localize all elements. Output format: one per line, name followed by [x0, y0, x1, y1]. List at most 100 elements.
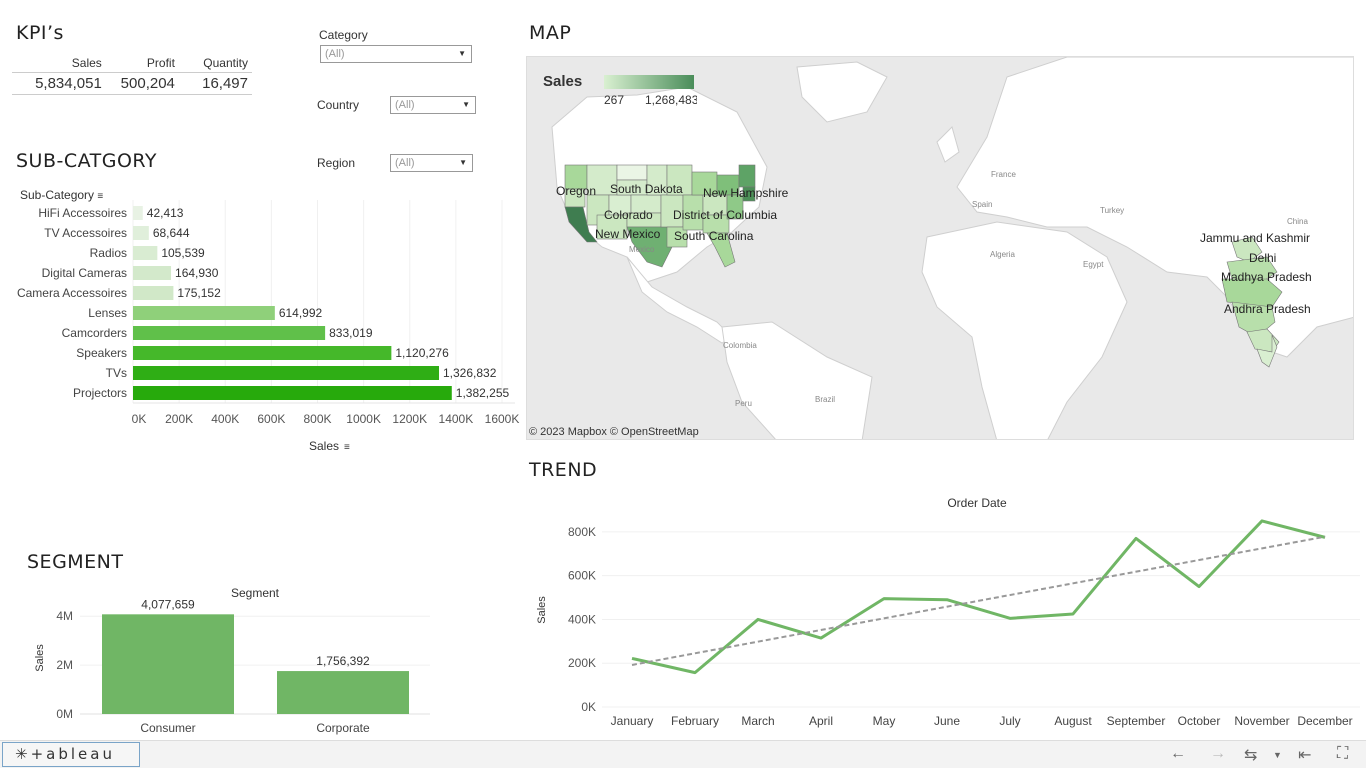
category-label: TVs	[106, 366, 127, 380]
bar-projectors	[133, 386, 452, 400]
subcategory-axis-header: Sub-Category ≡	[20, 188, 103, 202]
map-legend-max: 1,268,483	[645, 93, 697, 107]
bar-speakers	[133, 346, 392, 360]
chevron-down-icon[interactable]: ▼	[1273, 750, 1282, 760]
category-label: Projectors	[73, 386, 127, 400]
x-tick-label: December	[1297, 714, 1352, 728]
x-tick-label: 1600K	[485, 412, 520, 426]
y-tick-label: 0K	[581, 700, 596, 714]
category-filter-dropdown[interactable]: (All) ▼	[320, 45, 472, 63]
kpi-table: Sales Profit Quantity 5,834,051 500,204 …	[12, 56, 252, 95]
tableau-brand-text: +ableau	[30, 745, 115, 763]
africa-landmass	[921, 221, 1128, 439]
y-tick-label: 2M	[56, 658, 73, 672]
bar-camcorders	[133, 326, 326, 340]
data-label: 833,019	[329, 326, 373, 340]
greenland-landmass	[796, 61, 888, 123]
bar-radios	[133, 246, 158, 260]
x-tick-label: 1000K	[346, 412, 381, 426]
kpi-value-quantity: 16,497	[202, 75, 248, 92]
sales-trend-line	[631, 519, 1326, 675]
y-tick-label: 0M	[56, 707, 73, 721]
region-filter-label: Region	[317, 156, 356, 170]
x-tick-label: 400K	[211, 412, 239, 426]
sort-icon[interactable]: ≡	[97, 191, 104, 202]
map-label-colorado: Colorado	[604, 208, 653, 222]
segment-title: SEGMENT	[27, 551, 124, 573]
category-label: Camera Accessoires	[17, 286, 127, 300]
sales-map[interactable]: Sales 267 1,268,483 France Spain Turkey …	[526, 56, 1354, 440]
map-attribution[interactable]: © 2023 Mapbox © OpenStreetMap	[529, 426, 699, 438]
category-label: Corporate	[316, 721, 370, 735]
redo-icon[interactable]: →	[1210, 745, 1226, 762]
kpi-header-sales: Sales	[71, 56, 102, 70]
bar-tvs	[133, 366, 440, 380]
kpi-title: KPI’s	[16, 22, 64, 44]
category-filter-label: Category	[319, 28, 368, 42]
reset-icon[interactable]: ⇤	[1298, 747, 1312, 764]
uk-landmass	[936, 126, 960, 163]
segment-header: Segment	[231, 586, 280, 600]
map-base-label: Turkey	[1100, 206, 1125, 215]
map-label-south-dakota: South Dakota	[610, 182, 683, 196]
dropdown-arrow-icon: ▼	[462, 100, 470, 109]
data-label: 1,120,276	[395, 346, 449, 360]
x-tick-label: February	[671, 714, 719, 728]
country-filter-label: Country	[317, 98, 360, 112]
bar-camera-accessoires	[133, 286, 174, 300]
category-label: Lenses	[88, 306, 127, 320]
x-tick-label: September	[1107, 714, 1166, 728]
linear-trendline	[631, 535, 1326, 666]
data-label: 614,992	[279, 306, 323, 320]
category-filter-value: (All)	[325, 48, 345, 60]
map-base-label: Algeria	[990, 250, 1015, 259]
x-tick-label: January	[611, 714, 654, 728]
sort-icon[interactable]: ≡	[344, 442, 350, 453]
x-tick-label: November	[1234, 714, 1289, 728]
map-label-new-mexico: New Mexico	[595, 227, 661, 241]
map-base-label: Mexico	[629, 245, 655, 254]
dropdown-arrow-icon: ▼	[459, 158, 467, 167]
data-label: 164,930	[175, 266, 219, 280]
tableau-public-button[interactable]: ✳+ableau	[2, 742, 140, 767]
map-label-delhi: Delhi	[1249, 251, 1277, 265]
undo-icon[interactable]: ←	[1170, 745, 1186, 762]
category-label: Radios	[90, 246, 127, 260]
map-base-label: France	[991, 170, 1016, 179]
south-america-landmass	[721, 321, 873, 439]
y-tick-label: 600K	[568, 569, 596, 583]
country-filter-dropdown[interactable]: (All) ▼	[390, 96, 476, 114]
us-states-layer[interactable]	[564, 164, 756, 268]
revert-icon[interactable]: ⇆	[1244, 747, 1258, 764]
trend-y-axis-label: Sales	[536, 596, 548, 624]
fullscreen-icon[interactable]: ⛶	[1337, 745, 1349, 762]
country-filter-value: (All)	[395, 99, 415, 111]
subcategory-x-axis-label: Sales	[309, 439, 339, 453]
x-tick-label: 1400K	[439, 412, 474, 426]
x-tick-label: May	[873, 714, 896, 728]
x-tick-label: 0K	[132, 412, 147, 426]
x-tick-label: June	[934, 714, 960, 728]
x-tick-label: 600K	[257, 412, 285, 426]
map-geography	[551, 57, 1353, 439]
x-tick-label: 1200K	[392, 412, 427, 426]
category-label: Camcorders	[62, 326, 127, 340]
trend-line-chart: Order Date Sales 0K 200K 400K 600K 800K Janu…	[536, 496, 1360, 728]
data-label: 105,539	[161, 246, 205, 260]
category-label: HiFi Accessoires	[38, 206, 127, 220]
map-legend-min: 267	[604, 93, 625, 107]
y-tick-label: 400K	[568, 612, 596, 626]
x-tick-label: March	[741, 714, 774, 728]
kpi-value-sales: 5,834,051	[35, 75, 102, 92]
map-title: MAP	[529, 22, 572, 44]
data-label: 1,326,832	[443, 366, 497, 380]
india-states-layer[interactable]	[1221, 236, 1283, 368]
bar-tv-accessoires	[133, 226, 149, 240]
region-filter-dropdown[interactable]: (All) ▼	[390, 154, 473, 172]
region-filter-value: (All)	[395, 157, 415, 169]
category-label: Digital Cameras	[42, 266, 127, 280]
category-label: Speakers	[76, 346, 127, 360]
category-label: TV Accessoires	[44, 226, 127, 240]
data-label: 68,644	[153, 226, 190, 240]
map-legend-title: Sales	[543, 73, 583, 90]
